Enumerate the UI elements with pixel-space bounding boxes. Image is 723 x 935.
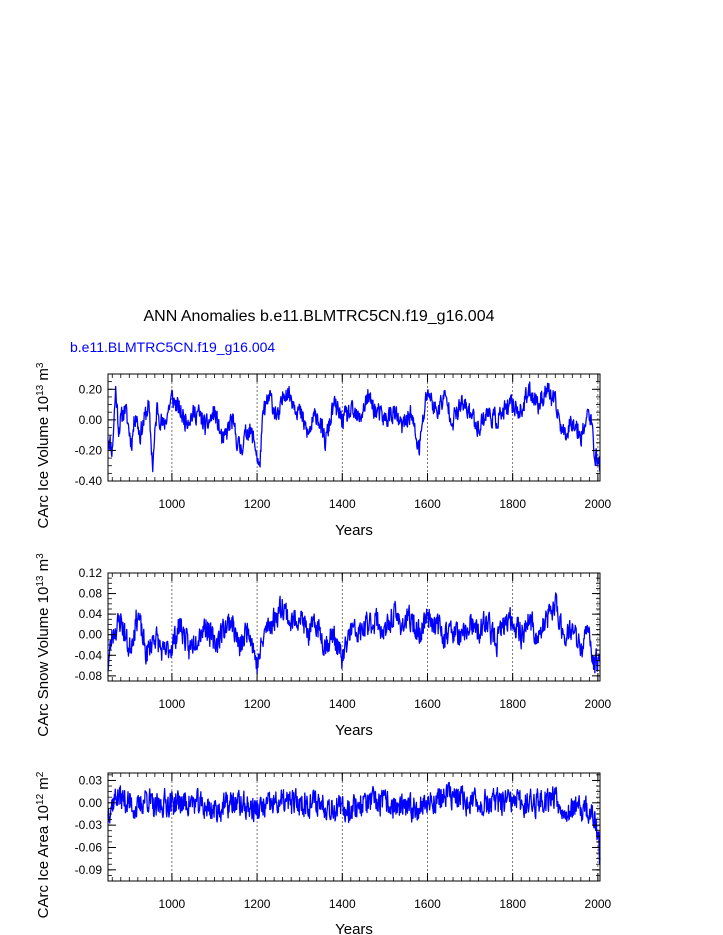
y-tick-label: 0.08 (79, 587, 103, 601)
y-axis-label-part: m (35, 777, 52, 794)
y-axis-label: CArc Ice Area 1012 m2 (35, 771, 53, 918)
panel-2: -0.08 -0.04 0.00 0.04 0.08 0.12 1000 1200 1400 16… (35, 553, 612, 739)
x-tick-label: 1400 (329, 697, 356, 711)
y-axis-label-part: CArc Ice Area 10 (35, 805, 52, 918)
panel-1: -0.40 -0.20 0.00 0.20 1000 1200 1400 1600 1800 20… (35, 362, 612, 539)
chart-title: ANN Anomalies b.e11.BLMTRC5CN.f19_g16.00… (144, 308, 495, 325)
plot-frame (107, 772, 601, 882)
y-tick-label: 0.00 (79, 628, 103, 642)
y-tick-label: 0.12 (79, 566, 103, 580)
x-tick-label: 1800 (499, 697, 526, 711)
x-tick-label: 1000 (159, 497, 186, 511)
y-tick-label: 0.20 (79, 382, 103, 396)
y-axis-label-part: CArc Snow Volume 10 (35, 587, 52, 737)
series-line (107, 381, 601, 473)
y-axis-label-superscript: 2 (35, 771, 46, 777)
y-tick-label: -0.40 (75, 474, 103, 488)
y-tick-label: -0.06 (75, 840, 103, 854)
y-axis-label-superscript: 12 (35, 793, 46, 805)
series-line (107, 781, 601, 865)
y-axis-label: CArc Snow Volume 1013 m3 (35, 553, 53, 737)
y-tick-label: -0.20 (75, 443, 103, 457)
x-axis-label: Years (335, 921, 373, 935)
x-tick-label: 1600 (414, 697, 441, 711)
x-tick-label: 2000 (585, 697, 612, 711)
y-tick-label: 0.00 (79, 796, 103, 810)
x-tick-label: 1800 (499, 897, 526, 911)
y-axis-label-superscript: 13 (35, 384, 46, 396)
plot-frame (107, 572, 601, 682)
x-tick-label: 1400 (329, 497, 356, 511)
y-tick-label: 0.00 (79, 413, 103, 427)
series-label: b.e11.BLMTRC5CN.f19_g16.004 (70, 339, 275, 355)
x-tick-label: 1800 (499, 497, 526, 511)
y-axis-label-superscript: 13 (35, 575, 46, 587)
y-axis-label-part: m (35, 559, 52, 576)
y-axis-label-superscript: 3 (35, 553, 46, 559)
y-tick-label: -0.08 (75, 669, 103, 683)
x-tick-label: 1600 (414, 897, 441, 911)
x-tick-label: 1200 (244, 697, 271, 711)
series-line (107, 592, 601, 675)
x-axis-label: Years (335, 722, 373, 739)
y-axis-label: CArc Ice Volume 1013 m3 (35, 362, 53, 528)
y-tick-label: -0.09 (75, 863, 103, 877)
x-tick-label: 1400 (329, 897, 356, 911)
x-tick-label: 1600 (414, 497, 441, 511)
y-tick-label: -0.03 (75, 818, 103, 832)
x-tick-label: 1200 (244, 897, 271, 911)
y-axis-label-part: m (35, 368, 52, 385)
x-tick-label: 2000 (585, 497, 612, 511)
x-tick-label: 2000 (585, 897, 612, 911)
y-tick-label: 0.04 (79, 607, 103, 621)
x-tick-label: 1200 (244, 497, 271, 511)
x-tick-label: 1000 (159, 697, 186, 711)
x-tick-label: 1000 (159, 897, 186, 911)
panel-3: -0.09 -0.06 -0.03 0.00 0.03 1000 1200 1400 1600 1… (35, 771, 612, 935)
y-tick-label: 0.03 (79, 773, 103, 787)
y-tick-label: -0.04 (75, 648, 103, 662)
y-axis-label-superscript: 3 (35, 362, 46, 368)
x-axis-label: Years (335, 522, 373, 539)
y-axis-label-part: CArc Ice Volume 10 (35, 396, 52, 529)
